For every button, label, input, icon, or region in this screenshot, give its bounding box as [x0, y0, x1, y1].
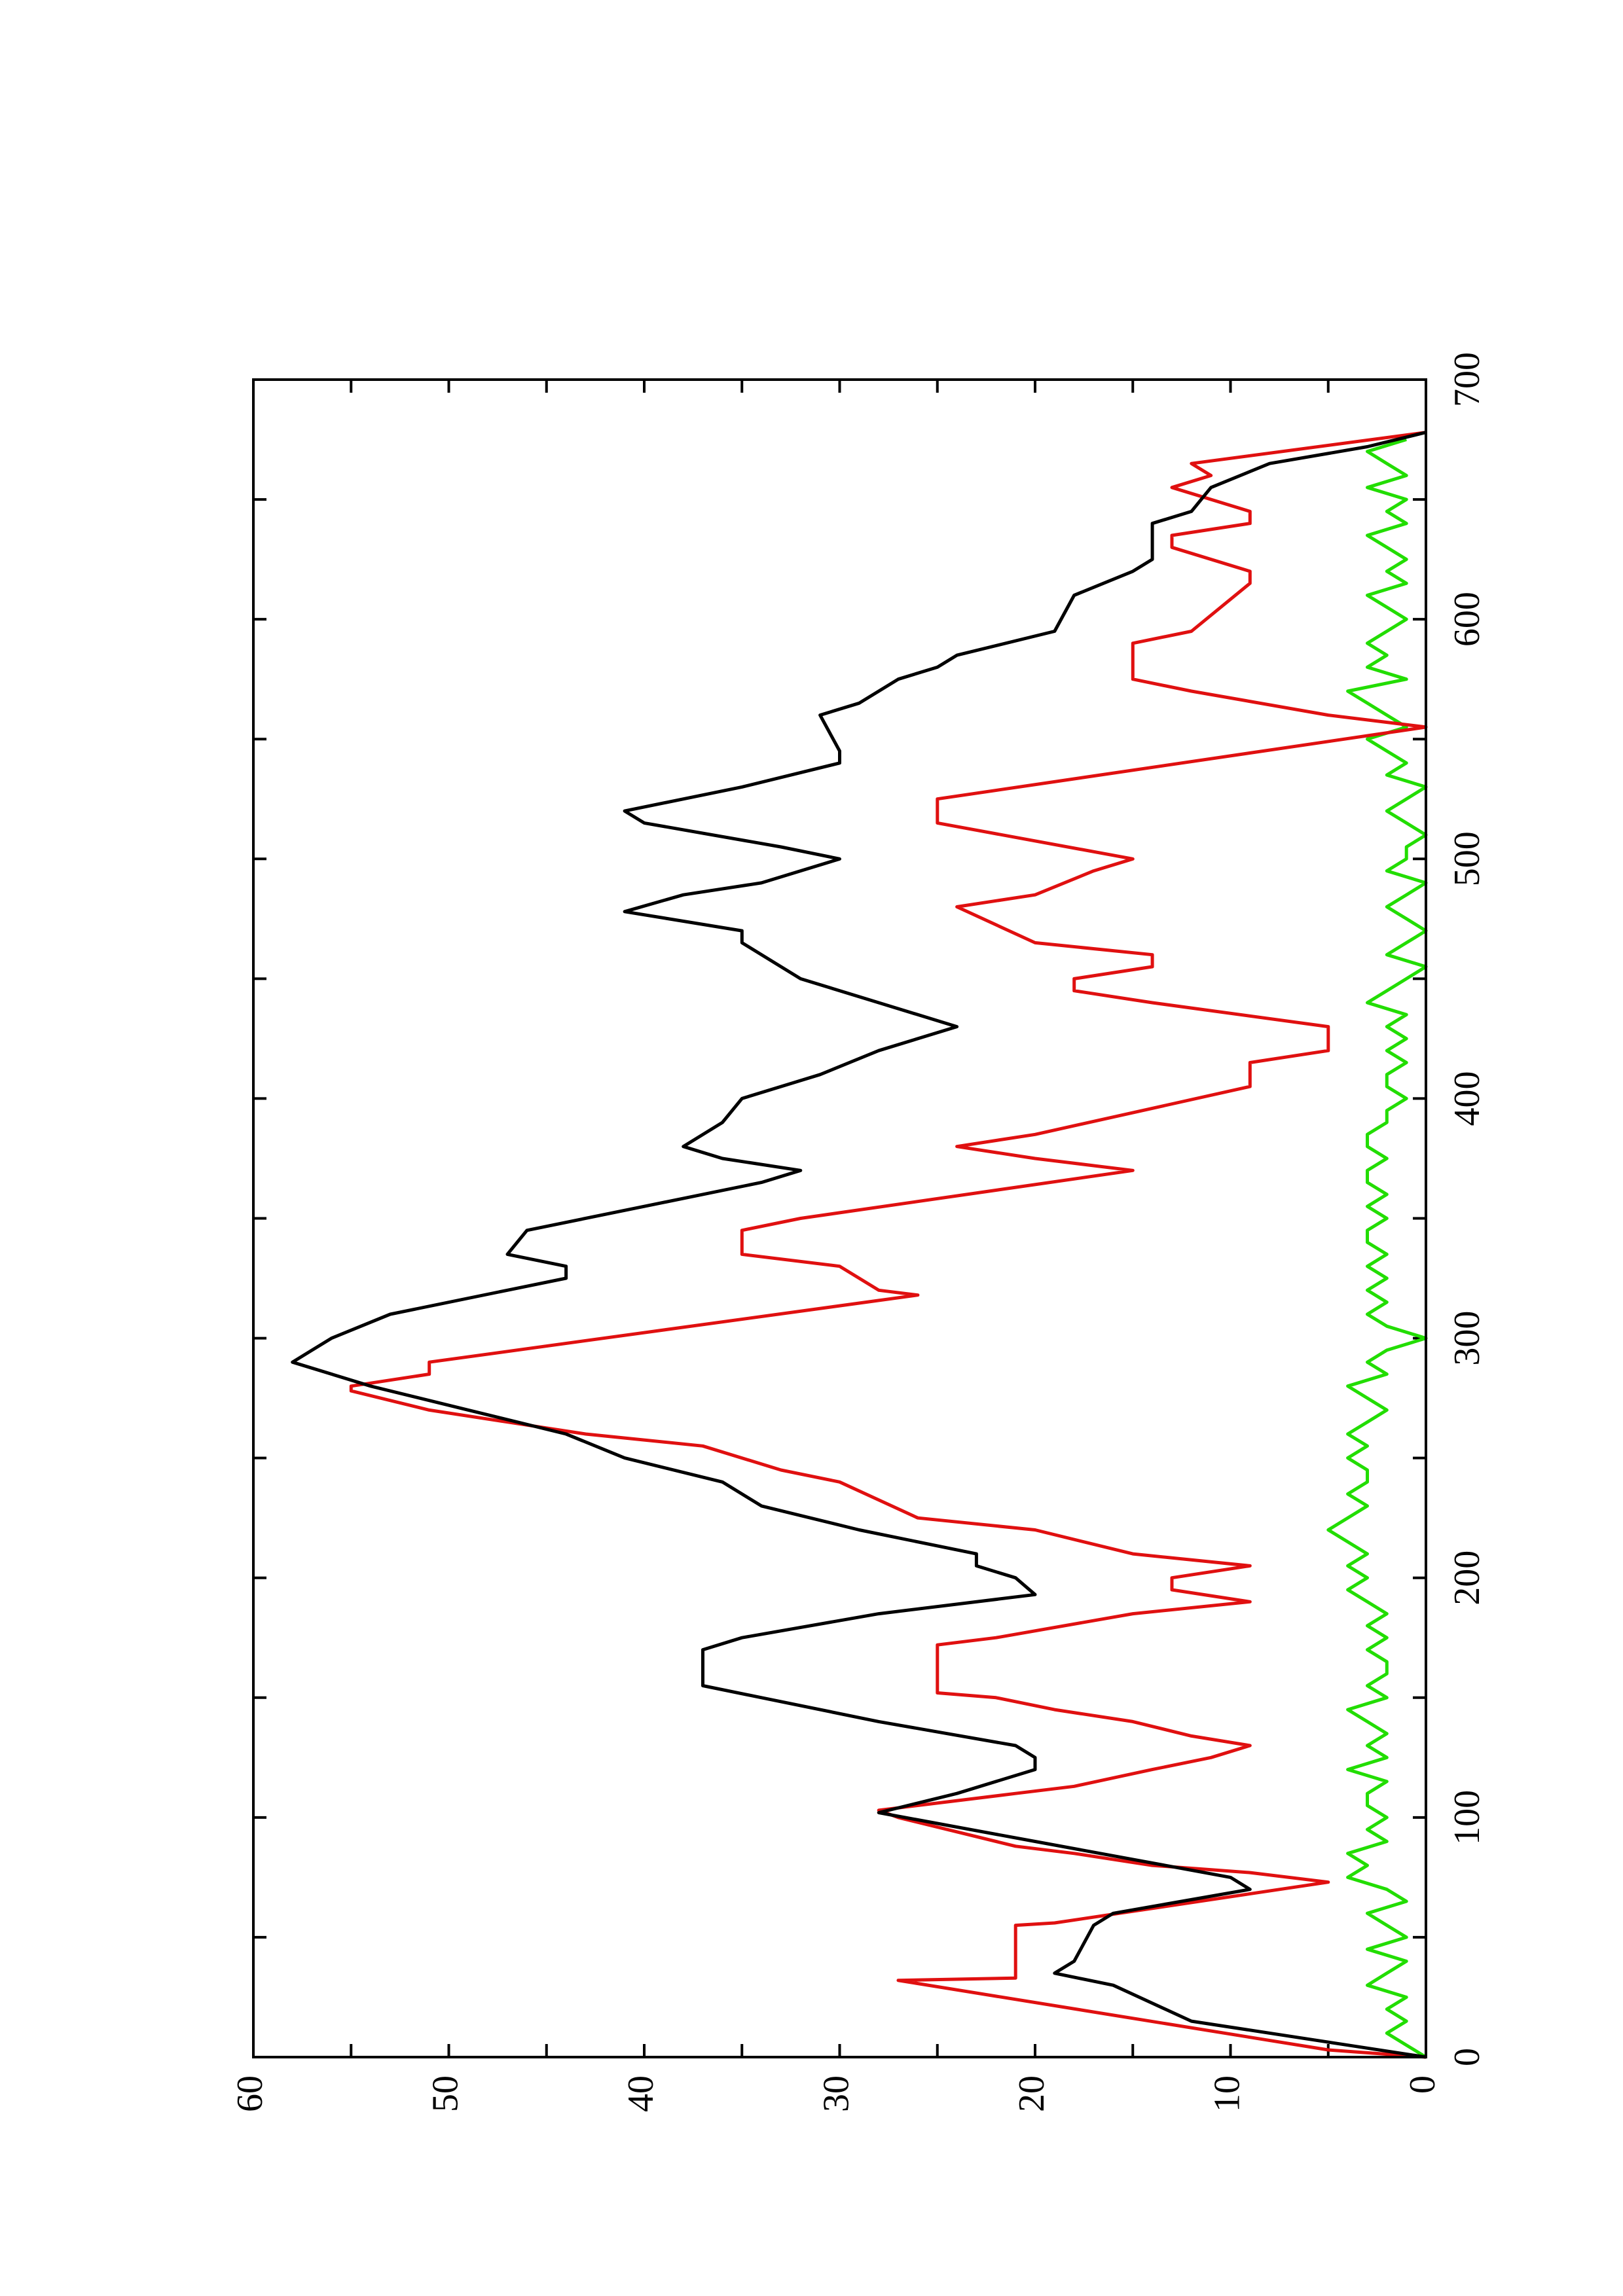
y-tick-label: 50 [425, 2075, 465, 2112]
x-tick-label: 0 [1447, 2048, 1487, 2066]
y-tick-label: 40 [621, 2075, 661, 2112]
plot: 0 100 200 300 400 500 600 700 0 10 20 30 40 50 60 [230, 352, 1487, 2112]
x-tick-label: 600 [1447, 592, 1487, 647]
series-line [291, 431, 1427, 2059]
x-tick-label: 500 [1447, 831, 1487, 886]
x-tick-label: 200 [1447, 1551, 1487, 1605]
x-tick-label: 100 [1447, 1790, 1487, 1845]
series-line [349, 431, 1428, 2059]
series-line [1326, 438, 1428, 2059]
y-tick-label: 60 [230, 2075, 270, 2112]
y-tick-label: 20 [1012, 2075, 1052, 2112]
plot-frame [252, 378, 1427, 2058]
x-tick-label: 700 [1447, 352, 1487, 407]
y-tick-label: 30 [816, 2075, 856, 2112]
y-tick-label: 10 [1207, 2075, 1247, 2112]
x-tick-label: 300 [1447, 1311, 1487, 1366]
y-tick-label: 0 [1402, 2075, 1443, 2094]
x-tick-label: 400 [1447, 1071, 1487, 1126]
